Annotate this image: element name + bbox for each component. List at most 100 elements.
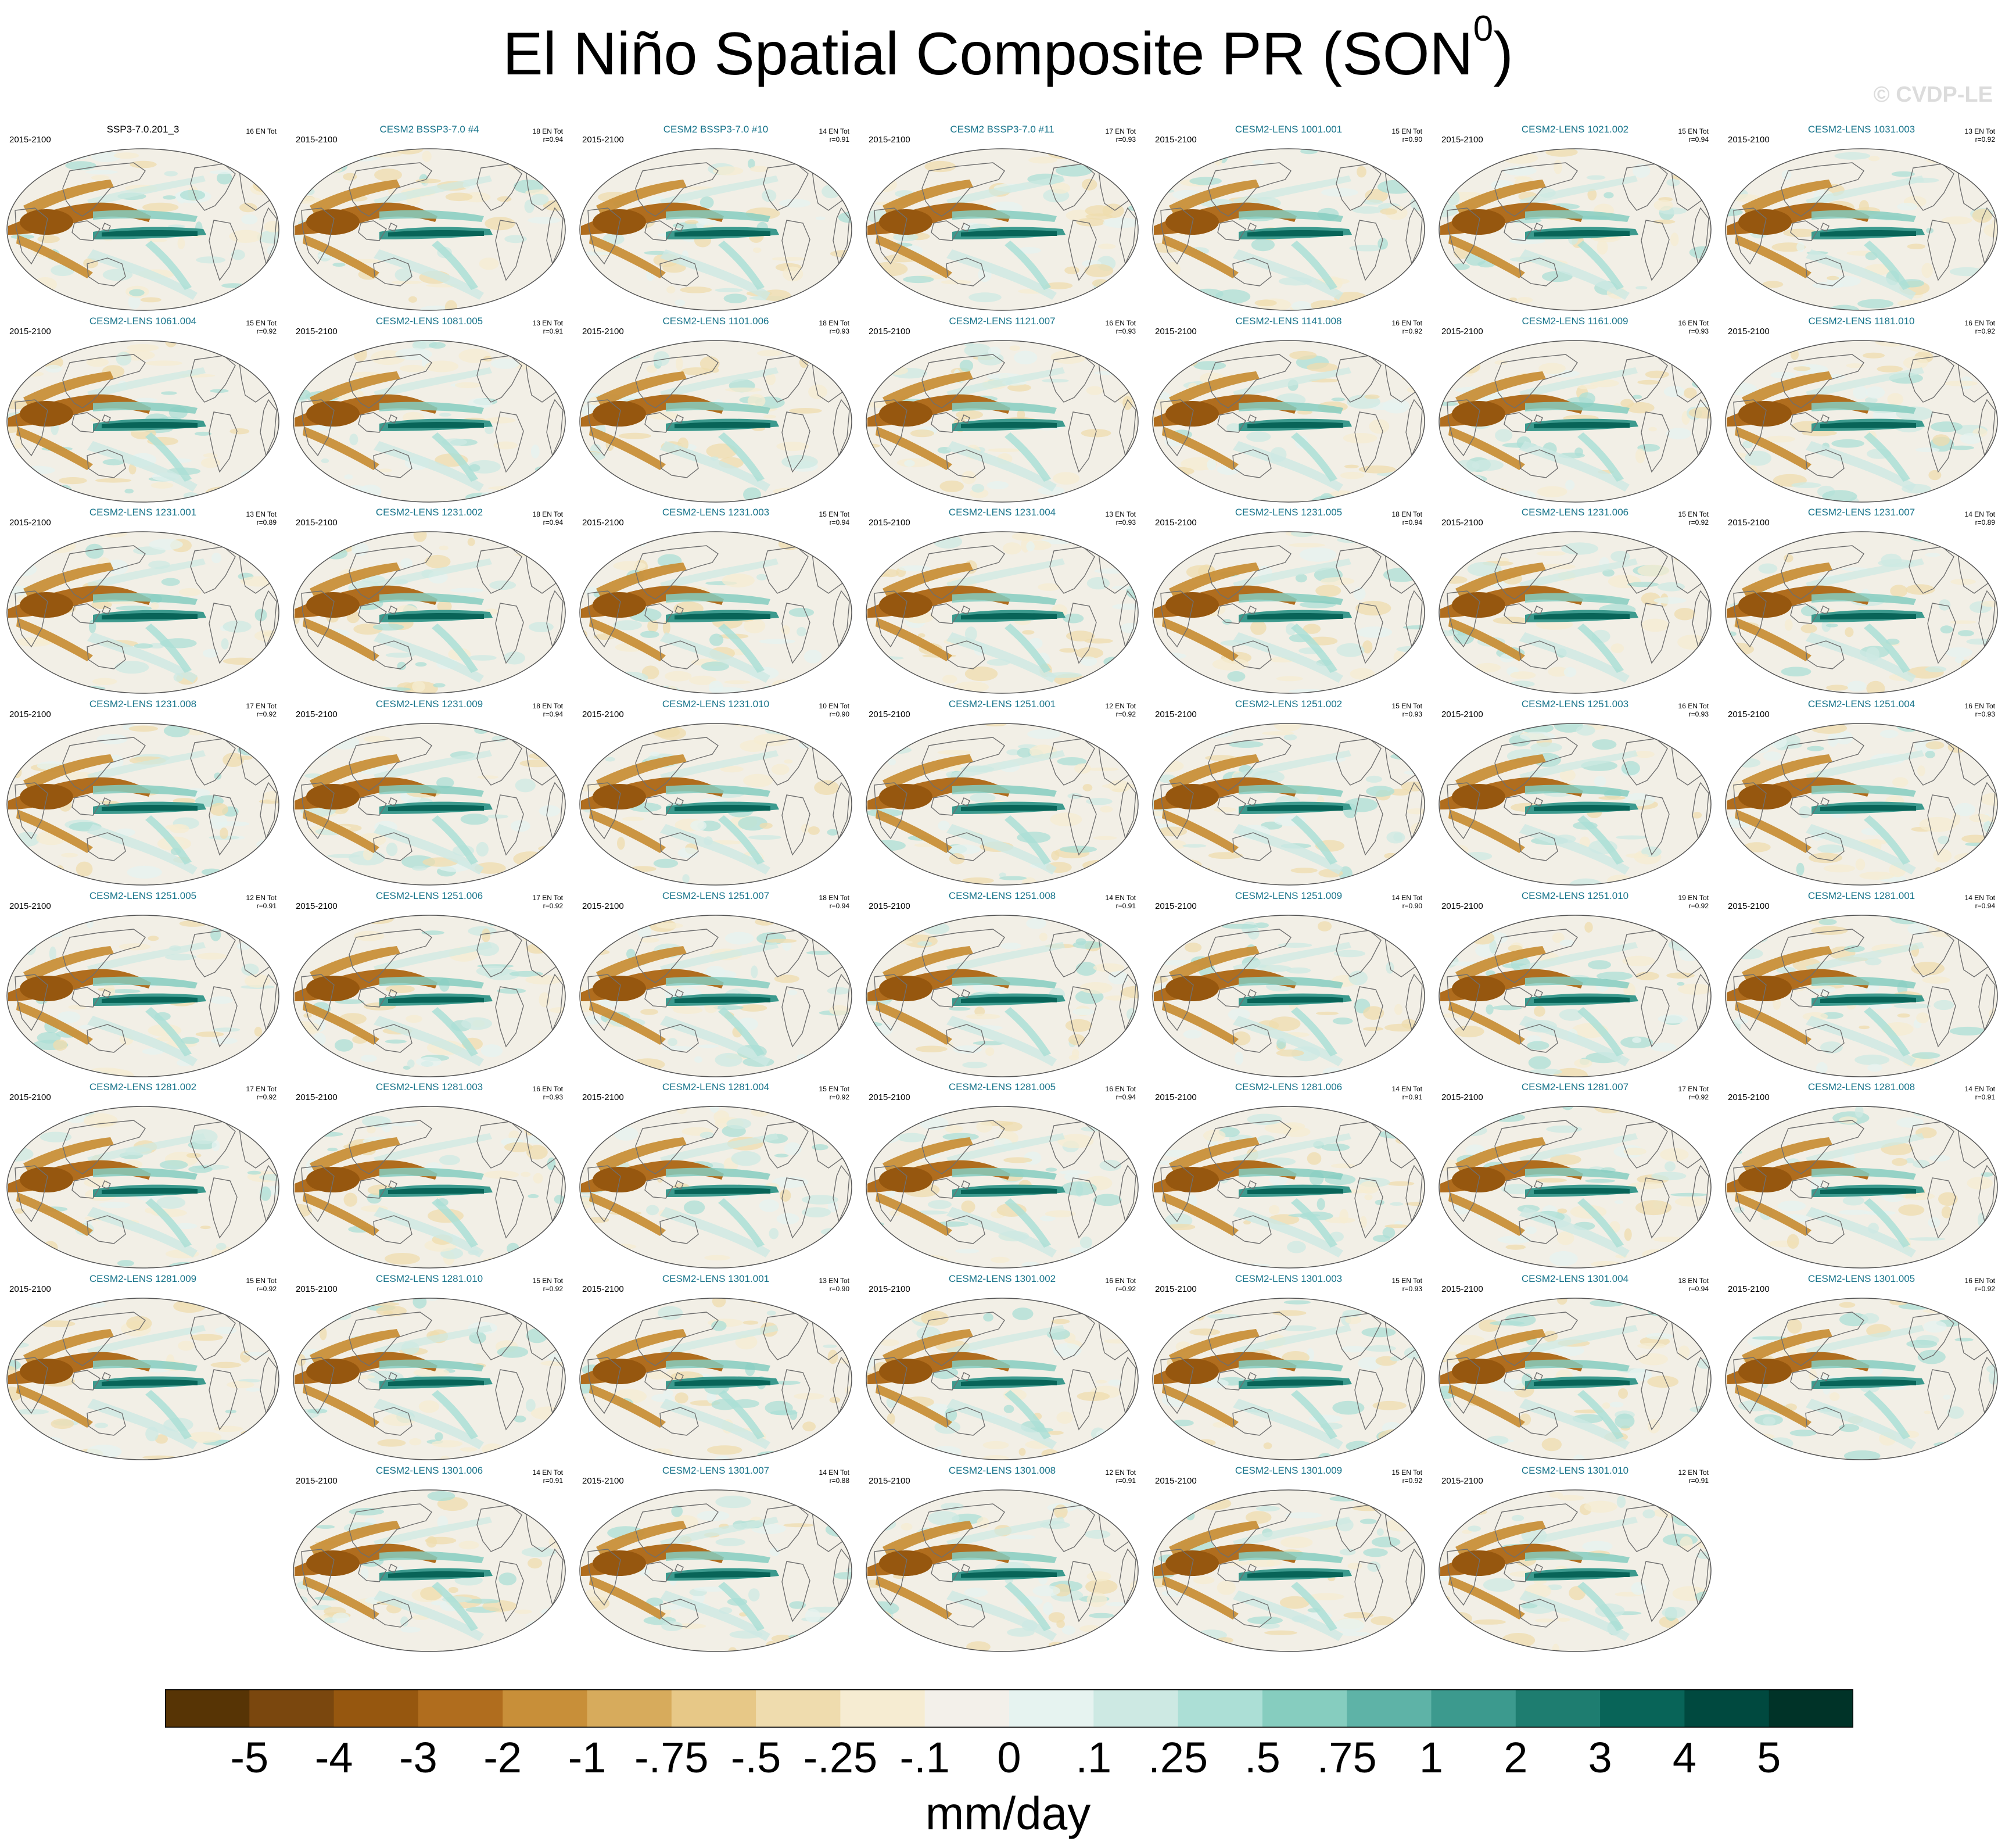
panel-event-count: 19 EN Tot <box>1678 894 1709 902</box>
precip-anomaly-map <box>1152 148 1425 311</box>
panel-pattern-correlation: r=0.93 <box>1975 710 1995 718</box>
map-panel: CESM2-LENS 1181.010 2015-2100 16 EN Tot r=0… <box>1719 314 2004 506</box>
panel-pattern-correlation: r=0.91 <box>1688 1477 1709 1485</box>
map-panel: CESM2-LENS 1281.001 2015-2100 14 EN Tot r=0… <box>1719 889 2004 1080</box>
colorbar <box>165 1689 1853 1728</box>
panel-pattern-correlation: r=0.92 <box>543 902 563 910</box>
panel-title: CESM2-LENS 1101.006 <box>662 316 769 327</box>
precip-anomaly-map <box>866 915 1139 1077</box>
panel-event-count: 18 EN Tot <box>819 319 849 327</box>
colorbar-swatch <box>333 1689 419 1728</box>
precip-anomaly-map <box>579 1298 852 1460</box>
map-panel: CESM2-LENS 1251.007 2015-2100 18 EN Tot r=0… <box>573 889 859 1080</box>
panel-title: CESM2-LENS 1251.006 <box>375 890 483 901</box>
colorbar-swatch <box>587 1689 672 1728</box>
precip-anomaly-map <box>579 148 852 311</box>
map-panel: CESM2-LENS 1141.008 2015-2100 16 EN Tot r=0… <box>1146 314 1432 506</box>
map-panel: CESM2 BSSP3-7.0 #4 2015-2100 18 EN Tot r=0.… <box>286 122 572 314</box>
map-panel: CESM2-LENS 1301.009 2015-2100 15 EN Tot r=0… <box>1146 1463 1432 1655</box>
precip-anomaly-map <box>579 1489 852 1652</box>
map-panel: CESM2-LENS 1251.006 2015-2100 17 EN Tot r=0… <box>286 889 572 1080</box>
map-panel: CESM2-LENS 1301.006 2015-2100 14 EN Tot r=0… <box>286 1463 572 1655</box>
colorbar-swatch <box>503 1689 587 1728</box>
panel-title: CESM2-LENS 1281.007 <box>1521 1081 1629 1092</box>
precip-anomaly-map <box>293 915 566 1077</box>
panel-title: CESM2-LENS 1281.008 <box>1807 1081 1915 1092</box>
map-panel: CESM2-LENS 1251.004 2015-2100 16 EN Tot r=0… <box>1719 697 2004 889</box>
panel-title: CESM2-LENS 1251.002 <box>1235 698 1343 710</box>
panel-pattern-correlation: r=0.92 <box>1115 710 1136 718</box>
precip-anomaly-map <box>579 531 852 694</box>
colorbar-swatch <box>924 1689 1010 1728</box>
panel-event-count: 12 EN Tot <box>246 894 277 902</box>
panel-event-count: 16 EN Tot <box>1964 319 1995 327</box>
panel-period: 2015-2100 <box>582 710 624 719</box>
map-panel: SSP3-7.0.201_3 2015-2100 16 EN Tot <box>0 122 286 314</box>
map-panel: CESM2-LENS 1281.010 2015-2100 15 EN Tot r=0… <box>286 1271 572 1463</box>
precip-anomaly-map <box>579 1106 852 1269</box>
panel-period: 2015-2100 <box>869 1476 910 1486</box>
panel-period: 2015-2100 <box>1728 327 1770 336</box>
panel-title: CESM2-LENS 1231.009 <box>375 698 483 710</box>
panel-title: CESM2-LENS 1301.005 <box>1807 1273 1915 1284</box>
map-panel: CESM2-LENS 1251.010 2015-2100 19 EN Tot r=0… <box>1432 889 1718 1080</box>
map-panel: CESM2-LENS 1281.004 2015-2100 15 EN Tot r=0… <box>573 1080 859 1271</box>
colorbar-swatch <box>1515 1689 1601 1728</box>
panel-period: 2015-2100 <box>9 1092 51 1102</box>
colorbar-tick-label: -2 <box>483 1733 522 1782</box>
panel-event-count: 14 EN Tot <box>1964 894 1995 902</box>
panel-period: 2015-2100 <box>296 135 338 145</box>
precip-anomaly-map <box>1152 723 1425 886</box>
panel-title: CESM2-LENS 1231.010 <box>662 698 770 710</box>
panel-period: 2015-2100 <box>869 710 910 719</box>
panel-title: CESM2-LENS 1121.007 <box>949 316 1056 327</box>
panel-event-count: 15 EN Tot <box>1391 702 1422 710</box>
panel-pattern-correlation: r=0.93 <box>1115 518 1136 526</box>
panel-event-count: 15 EN Tot <box>1678 127 1709 135</box>
precip-anomaly-map <box>293 340 566 503</box>
panel-pattern-correlation: r=0.94 <box>829 902 849 910</box>
panel-pattern-correlation: r=0.93 <box>543 1093 563 1101</box>
map-panel: CESM2-LENS 1231.005 2015-2100 18 EN Tot r=0… <box>1146 505 1432 697</box>
panel-period: 2015-2100 <box>1441 710 1483 719</box>
panel-period: 2015-2100 <box>582 901 624 911</box>
panel-event-count: 15 EN Tot <box>246 319 277 327</box>
map-panel: CESM2-LENS 1231.009 2015-2100 18 EN Tot r=0… <box>286 697 572 889</box>
panel-event-count: 13 EN Tot <box>819 1277 849 1285</box>
colorbar-swatch <box>1600 1689 1685 1728</box>
panel-period: 2015-2100 <box>296 1284 338 1294</box>
panel-period: 2015-2100 <box>1441 135 1483 145</box>
precip-anomaly-map <box>1725 723 1998 886</box>
panel-period: 2015-2100 <box>869 901 910 911</box>
precip-anomaly-map <box>1439 148 1712 311</box>
colorbar-swatch <box>1431 1689 1516 1728</box>
map-panel: CESM2-LENS 1231.004 2015-2100 13 EN Tot r=0… <box>859 505 1145 697</box>
panel-period: 2015-2100 <box>1155 1092 1197 1102</box>
title-superscript: 0 <box>1473 9 1494 49</box>
panel-period: 2015-2100 <box>869 518 910 528</box>
panel-period: 2015-2100 <box>1728 135 1770 145</box>
precip-anomaly-map <box>1725 1298 1998 1460</box>
colorbar-tick-label: -1 <box>568 1733 607 1782</box>
panel-title: CESM2 BSSP3-7.0 #11 <box>950 124 1054 135</box>
panel-event-count: 18 EN Tot <box>532 702 563 710</box>
map-panel: CESM2-LENS 1251.001 2015-2100 12 EN Tot r=0… <box>859 697 1145 889</box>
panel-event-count: 12 EN Tot <box>1678 1468 1709 1477</box>
panel-event-count: 16 EN Tot <box>1391 319 1422 327</box>
colorbar-tick-label: .1 <box>1075 1733 1112 1782</box>
map-panel: CESM2-LENS 1301.001 2015-2100 13 EN Tot r=0… <box>573 1271 859 1463</box>
map-panel: CESM2-LENS 1251.005 2015-2100 12 EN Tot r=0… <box>0 889 286 1080</box>
colorbar-swatch <box>1684 1689 1770 1728</box>
colorbar-tick-label: -.25 <box>803 1733 878 1782</box>
precip-anomaly-map <box>6 148 279 311</box>
colorbar-swatch <box>1262 1689 1347 1728</box>
map-panel: CESM2-LENS 1061.004 2015-2100 15 EN Tot r=0… <box>0 314 286 506</box>
colorbar-tick-label: -4 <box>314 1733 353 1782</box>
panel-pattern-correlation: r=0.92 <box>829 1093 849 1101</box>
map-panel: CESM2-LENS 1231.007 2015-2100 14 EN Tot r=0… <box>1719 505 2004 697</box>
panel-event-count: 16 EN Tot <box>1105 1277 1136 1285</box>
panel-title: CESM2-LENS 1231.001 <box>89 507 197 518</box>
panel-period: 2015-2100 <box>1441 901 1483 911</box>
colorbar-swatch <box>1347 1689 1432 1728</box>
panel-period: 2015-2100 <box>9 518 51 528</box>
